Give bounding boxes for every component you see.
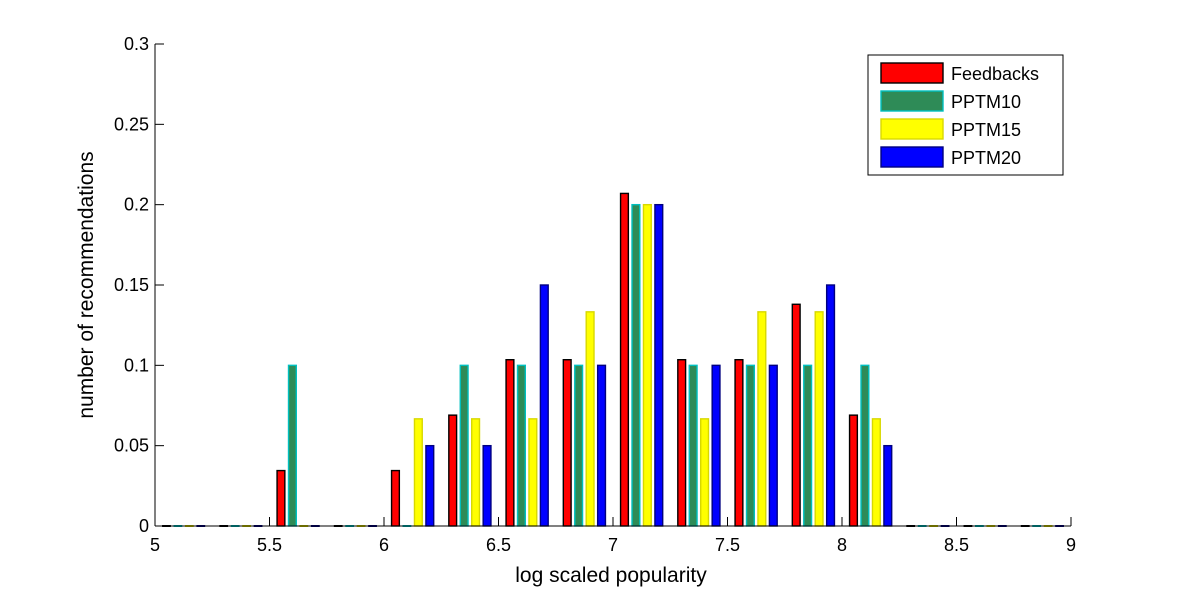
legend-swatch-feedbacks — [880, 62, 944, 84]
legend-label-pptm20: PPTM20 — [951, 148, 1021, 168]
legend-swatch-pptm20 — [880, 146, 944, 168]
x-tick-label: 8.5 — [944, 535, 969, 555]
bar-pptm15-9 — [700, 418, 710, 527]
x-axis-label: log scaled popularity — [515, 564, 707, 587]
bar-feedbacks-7 — [562, 359, 572, 527]
bar-feedbacks-6 — [505, 359, 515, 527]
x-ticks-group: 5 5.5 6 6.5 7 7.5 8 8.5 9 — [150, 517, 1076, 555]
bar-feedbacks-8 — [619, 192, 630, 527]
bar-pptm20-4 — [425, 444, 435, 527]
bar-pptm10-5 — [459, 364, 469, 527]
bar-pptm10-9 — [688, 364, 698, 527]
bar-pptm15-10 — [757, 311, 767, 527]
bar-pptm10-7 — [574, 364, 584, 527]
y-tick-label: 0.25 — [114, 114, 149, 134]
bar-pptm10-8 — [631, 203, 641, 527]
y-tick-label: 0.15 — [114, 275, 149, 295]
legend-label-feedbacks: Feedbacks — [951, 64, 1039, 84]
bars-group — [162, 192, 1064, 527]
x-tick-label: 6.5 — [486, 535, 511, 555]
bar-pptm20-8 — [654, 203, 664, 527]
bar-feedbacks-9 — [677, 359, 687, 527]
bar-pptm20-5 — [482, 444, 492, 527]
bar-pptm20-7 — [596, 364, 607, 527]
y-tick-label: 0.1 — [124, 355, 149, 375]
bar-pptm20-11 — [825, 284, 836, 527]
bar-feedbacks-4 — [390, 469, 401, 527]
bar-pptm15-5 — [471, 418, 481, 527]
legend-swatch-pptm15 — [880, 118, 944, 140]
legend-swatch-pptm10 — [880, 90, 944, 112]
x-tick-label: 7 — [608, 535, 618, 555]
bar-pptm20-6 — [539, 284, 549, 527]
y-tick-label: 0.05 — [114, 436, 149, 456]
y-tick-label: 0 — [139, 516, 149, 536]
bar-pptm10-2 — [287, 364, 298, 527]
y-tick-label: 0.2 — [124, 195, 149, 215]
bar-pptm10-6 — [516, 364, 527, 527]
legend-label-pptm10: PPTM10 — [951, 92, 1021, 112]
bar-pptm15-6 — [528, 418, 538, 527]
bar-feedbacks-5 — [448, 414, 458, 527]
bar-pptm20-9 — [711, 364, 721, 527]
bar-pptm15-12 — [871, 418, 881, 527]
y-tick-label: 0.3 — [124, 34, 149, 54]
bar-pptm15-4 — [413, 418, 423, 527]
x-tick-label: 8 — [837, 535, 847, 555]
bar-feedbacks-2 — [276, 469, 286, 527]
bar-pptm10-10 — [745, 364, 756, 527]
y-axis-label: number of recommendations — [75, 151, 98, 418]
legend: Feedbacks PPTM10 PPTM15 PPTM20 — [867, 54, 1064, 176]
bar-feedbacks-12 — [848, 414, 859, 527]
bar-pptm15-7 — [585, 311, 595, 527]
bar-pptm10-11 — [803, 364, 813, 527]
x-tick-label: 5 — [150, 535, 160, 555]
bar-pptm20-10 — [768, 364, 778, 527]
x-tick-label: 7.5 — [715, 535, 740, 555]
bar-pptm20-12 — [883, 444, 893, 527]
y-ticks-group: 0 0.05 0.1 0.15 0.2 0.25 0.3 — [114, 34, 164, 536]
bar-pptm15-8 — [642, 203, 652, 527]
legend-label-pptm15: PPTM15 — [951, 120, 1021, 140]
bar-feedbacks-10 — [734, 359, 744, 527]
x-tick-label: 9 — [1066, 535, 1076, 555]
x-tick-label: 6 — [379, 535, 389, 555]
x-tick-label: 5.5 — [257, 535, 282, 555]
bar-pptm10-12 — [860, 364, 870, 527]
bar-pptm15-11 — [814, 311, 824, 527]
bar-feedbacks-11 — [791, 303, 801, 527]
